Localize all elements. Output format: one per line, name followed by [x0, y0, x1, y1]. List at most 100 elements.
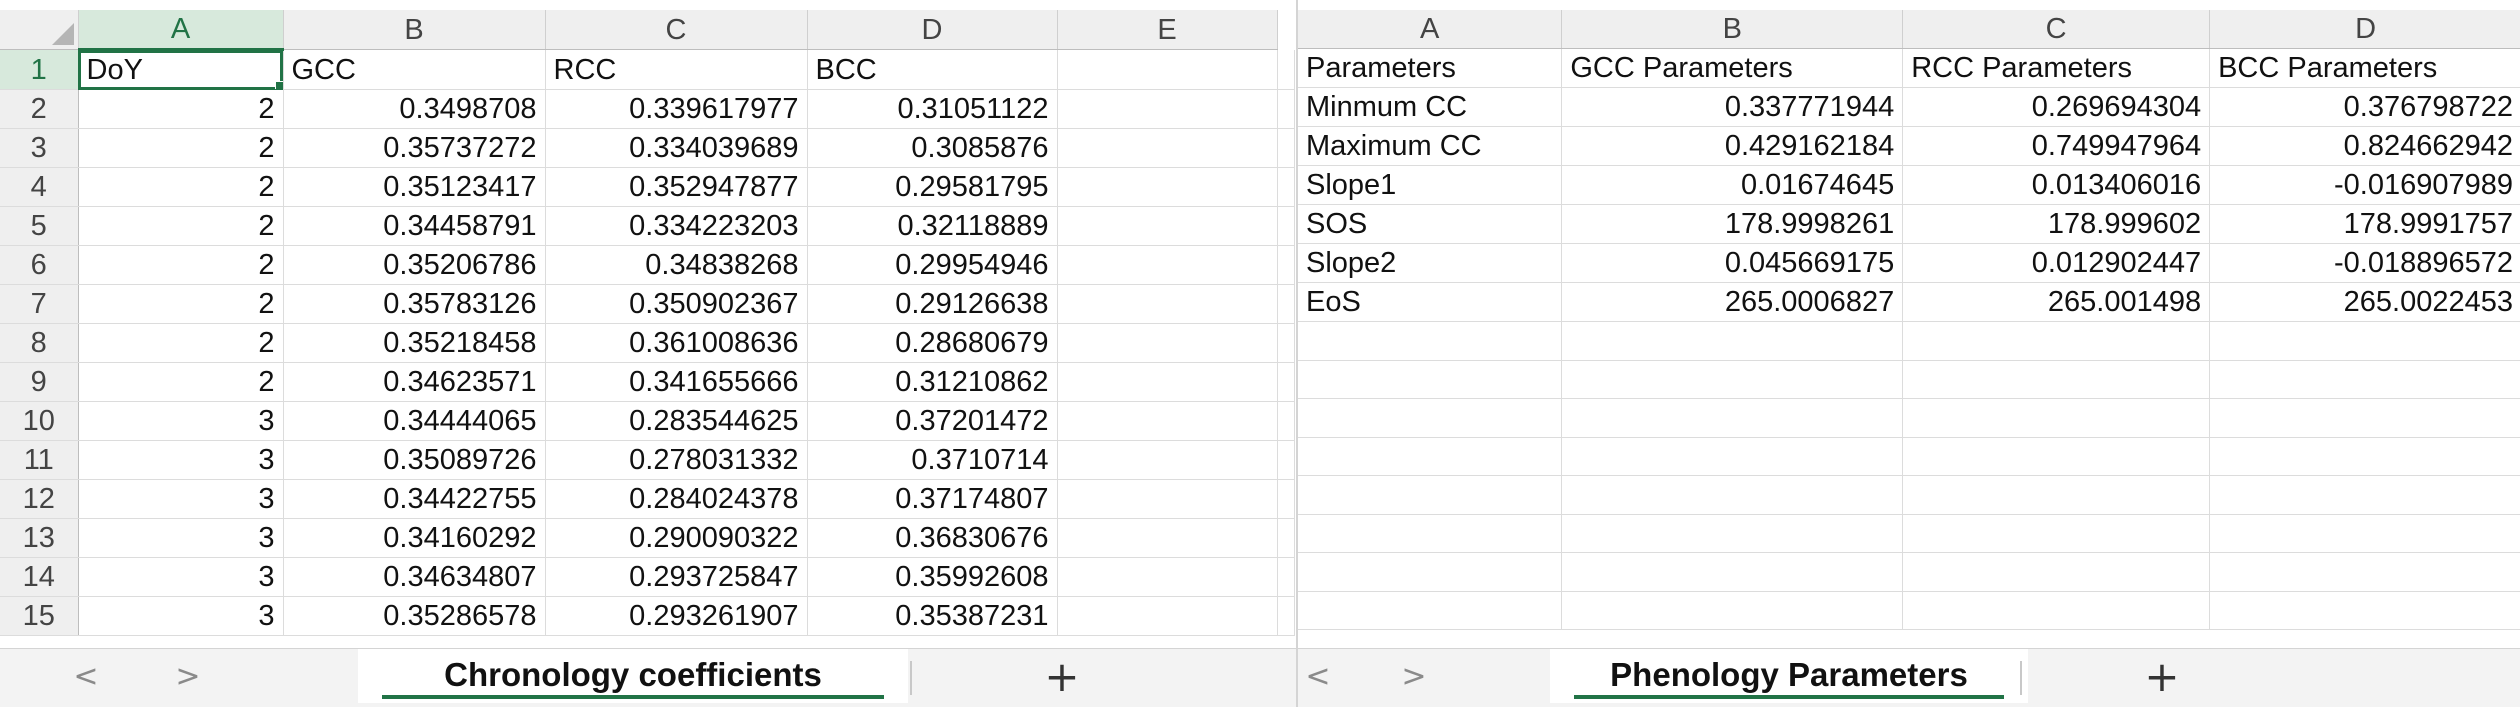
cell-a8[interactable]: 2 — [78, 323, 284, 363]
cell-e1[interactable] — [1057, 49, 1278, 90]
cell-d4[interactable]: -0.016907989 — [2209, 165, 2520, 205]
column-header-e[interactable]: E — [1057, 10, 1278, 50]
cell-c8[interactable] — [1902, 321, 2211, 361]
cell-b11[interactable]: 0.35089726 — [283, 440, 546, 480]
cell-a13[interactable] — [1298, 514, 1563, 553]
cell-c7[interactable]: 265.001498 — [1902, 282, 2211, 322]
cell-d3[interactable]: 0.824662942 — [2209, 126, 2520, 166]
column-header-b[interactable]: B — [283, 10, 546, 50]
column-header-c[interactable]: C — [545, 10, 808, 50]
cell-d9[interactable] — [2209, 360, 2520, 399]
cell-d2[interactable]: 0.376798722 — [2209, 87, 2520, 127]
cell-a8[interactable] — [1298, 321, 1563, 361]
row-header[interactable]: 1 — [0, 49, 79, 90]
cell-a9[interactable]: 2 — [78, 362, 284, 402]
column-header-b[interactable]: B — [1561, 10, 1904, 49]
cell-d14[interactable] — [2209, 552, 2520, 592]
cell-a6[interactable]: Slope2 — [1298, 243, 1563, 283]
column-header-d[interactable]: D — [807, 10, 1058, 50]
cell-a15[interactable] — [1298, 591, 1563, 630]
cell-c14[interactable]: 0.293725847 — [545, 557, 808, 597]
cell-a10[interactable] — [1298, 398, 1563, 438]
cell-a15[interactable]: 3 — [78, 596, 284, 636]
cell-a7[interactable]: EoS — [1298, 282, 1563, 322]
cell-a6[interactable]: 2 — [78, 245, 284, 285]
cell-c1[interactable]: RCC Parameters — [1902, 48, 2211, 88]
cell-e15[interactable] — [1057, 596, 1278, 636]
cell-c3[interactable]: 0.334039689 — [545, 128, 808, 168]
cell-c6[interactable]: 0.012902447 — [1902, 243, 2211, 283]
empty-cell[interactable] — [1277, 557, 1295, 597]
cell-d11[interactable] — [2209, 437, 2520, 476]
row-header[interactable]: 15 — [0, 596, 79, 636]
cell-d13[interactable]: 0.36830676 — [807, 518, 1058, 558]
cell-d6[interactable]: -0.018896572 — [2209, 243, 2520, 283]
cell-a12[interactable]: 3 — [78, 479, 284, 519]
cell-b8[interactable]: 0.35218458 — [283, 323, 546, 363]
empty-cell[interactable] — [1277, 167, 1295, 207]
cell-d3[interactable]: 0.3085876 — [807, 128, 1058, 168]
cell-c10[interactable]: 0.283544625 — [545, 401, 808, 441]
cell-c4[interactable]: 0.352947877 — [545, 167, 808, 207]
cell-c15[interactable]: 0.293261907 — [545, 596, 808, 636]
row-header[interactable]: 11 — [0, 440, 79, 480]
cell-c4[interactable]: 0.013406016 — [1902, 165, 2211, 205]
empty-cell[interactable] — [1277, 401, 1295, 441]
cell-a2[interactable]: Minmum CC — [1298, 87, 1563, 127]
cell-b7[interactable]: 265.0006827 — [1561, 282, 1904, 322]
cell-c10[interactable] — [1902, 398, 2211, 438]
cell-b5[interactable]: 0.34458791 — [283, 206, 546, 246]
cell-b11[interactable] — [1561, 437, 1904, 476]
column-header-c[interactable]: C — [1902, 10, 2211, 49]
cell-c9[interactable] — [1902, 360, 2211, 399]
cell-e7[interactable] — [1057, 284, 1278, 324]
sheet-tab-phenology-parameters[interactable]: Phenology Parameters — [1550, 649, 2028, 703]
cell-b4[interactable]: 0.35123417 — [283, 167, 546, 207]
empty-cell[interactable] — [1277, 323, 1295, 363]
row-header[interactable]: 7 — [0, 284, 79, 324]
cell-d5[interactable]: 178.9991757 — [2209, 204, 2520, 244]
cell-a14[interactable] — [1298, 552, 1563, 592]
column-header-a[interactable]: A — [78, 10, 284, 51]
cell-b2[interactable]: 0.3498708 — [283, 89, 546, 129]
cell-a3[interactable]: 2 — [78, 128, 284, 168]
cell-d9[interactable]: 0.31210862 — [807, 362, 1058, 402]
cell-e6[interactable] — [1057, 245, 1278, 285]
cell-d7[interactable]: 265.0022453 — [2209, 282, 2520, 322]
column-header-d[interactable]: D — [2209, 10, 2520, 49]
cell-d15[interactable]: 0.35387231 — [807, 596, 1058, 636]
cell-a4[interactable]: Slope1 — [1298, 165, 1563, 205]
cell-b1[interactable]: GCC — [283, 49, 546, 90]
cell-b5[interactable]: 178.9998261 — [1561, 204, 1904, 244]
cell-b6[interactable]: 0.35206786 — [283, 245, 546, 285]
cell-b15[interactable]: 0.35286578 — [283, 596, 546, 636]
cell-b12[interactable] — [1561, 475, 1904, 515]
column-header-a[interactable]: A — [1298, 10, 1563, 49]
cell-e3[interactable] — [1057, 128, 1278, 168]
row-header[interactable]: 10 — [0, 401, 79, 441]
row-header[interactable]: 14 — [0, 557, 79, 597]
cell-d8[interactable]: 0.28680679 — [807, 323, 1058, 363]
add-sheet-button[interactable]: + — [1044, 652, 1080, 701]
row-header[interactable]: 12 — [0, 479, 79, 519]
cell-b2[interactable]: 0.337771944 — [1561, 87, 1904, 127]
cell-d14[interactable]: 0.35992608 — [807, 557, 1058, 597]
cell-b13[interactable] — [1561, 514, 1904, 553]
cell-b4[interactable]: 0.01674645 — [1561, 165, 1904, 205]
cell-c15[interactable] — [1902, 591, 2211, 630]
cell-b12[interactable]: 0.34422755 — [283, 479, 546, 519]
cell-b14[interactable] — [1561, 552, 1904, 592]
cell-c13[interactable]: 0.290090322 — [545, 518, 808, 558]
cell-a11[interactable] — [1298, 437, 1563, 476]
cell-c9[interactable]: 0.341655666 — [545, 362, 808, 402]
cell-d8[interactable] — [2209, 321, 2520, 361]
cell-c12[interactable]: 0.284024378 — [545, 479, 808, 519]
empty-cell[interactable] — [1277, 245, 1295, 285]
cell-e14[interactable] — [1057, 557, 1278, 597]
cell-a5[interactable]: SOS — [1298, 204, 1563, 244]
row-header[interactable]: 13 — [0, 518, 79, 558]
cell-c14[interactable] — [1902, 552, 2211, 592]
cell-c5[interactable]: 0.334223203 — [545, 206, 808, 246]
cell-c8[interactable]: 0.361008636 — [545, 323, 808, 363]
prev-sheet-arrow-icon[interactable]: < — [1305, 659, 1331, 694]
